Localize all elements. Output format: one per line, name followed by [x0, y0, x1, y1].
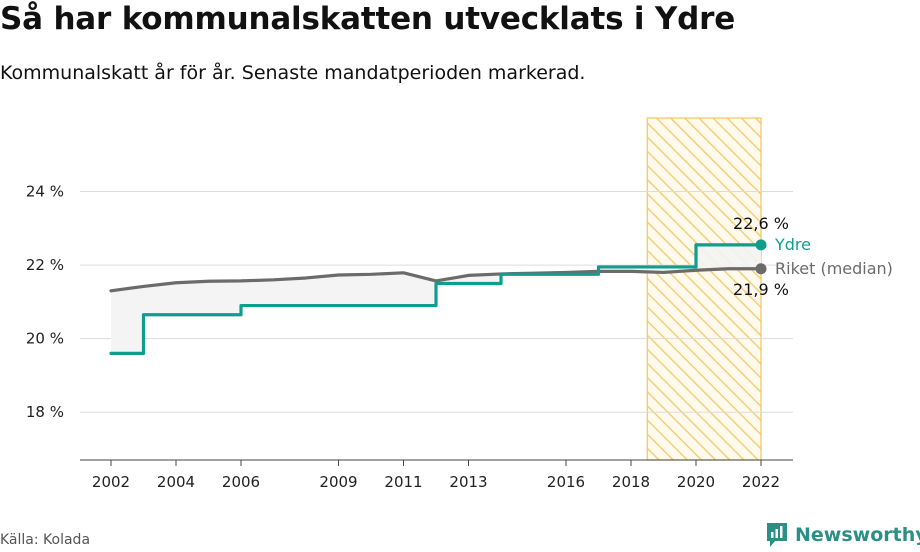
- x-tick-label: 2009: [319, 473, 357, 491]
- end-point-ydre: [755, 239, 767, 251]
- chart-title: Så har kommunalskatten utvecklats i Ydre: [0, 1, 736, 37]
- brand-logo[interactable]: Newsworthy: [765, 519, 920, 551]
- y-tick-label: 22 %: [26, 256, 64, 274]
- x-tick-label: 2002: [92, 473, 130, 491]
- source-note: Källa: Kolada: [0, 532, 91, 548]
- series-line-ydre: [109, 243, 763, 355]
- series-line-riket: [109, 267, 763, 293]
- y-tick-label: 24 %: [26, 183, 64, 201]
- brand-name: Newsworthy: [795, 524, 920, 546]
- series-label-riket: Riket (median): [775, 259, 893, 278]
- newsworthy-logo-icon: [767, 523, 787, 547]
- x-tick-label: 2006: [222, 473, 260, 491]
- mandate-period-highlight: [646, 117, 762, 461]
- x-tick-label: 2016: [547, 473, 585, 491]
- data-label-ydre: 22,6 %: [733, 214, 789, 233]
- x-tick-label: 2004: [157, 473, 195, 491]
- x-tick-label: 2020: [677, 473, 715, 491]
- x-tick-label: 2013: [449, 473, 487, 491]
- end-point-riket: [755, 263, 767, 275]
- x-tick-label: 2011: [384, 473, 422, 491]
- y-tick-label: 18 %: [26, 403, 64, 421]
- chart-subtitle: Kommunalskatt år för år. Senaste mandatp…: [0, 62, 586, 84]
- x-tick-label: 2022: [742, 473, 780, 491]
- line-chart: 18 % 20 % 22 % 24 % 2002 2004 2006 2009 2011 2013…: [26, 117, 893, 491]
- series-label-ydre: Ydre: [774, 235, 811, 254]
- x-tick-label: 2018: [612, 473, 650, 491]
- data-label-riket: 21,9 %: [733, 280, 789, 299]
- y-tick-label: 20 %: [26, 330, 64, 348]
